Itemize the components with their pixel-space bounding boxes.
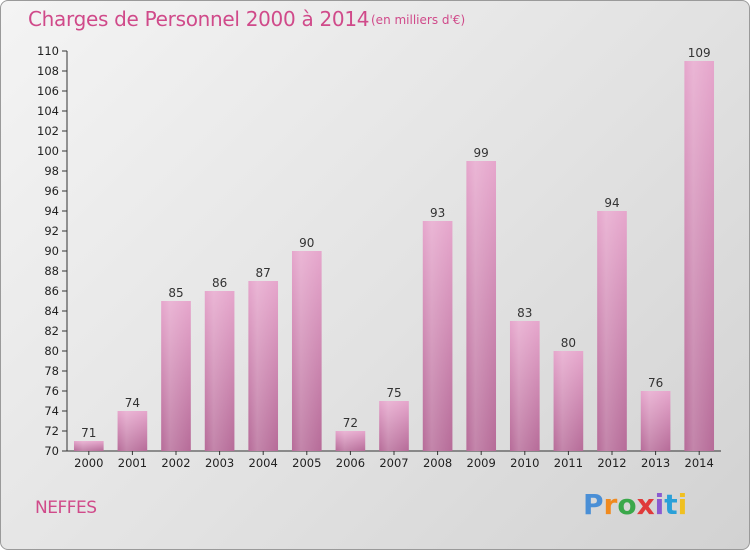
bar-shine	[509, 321, 540, 451]
logo-letter: i	[654, 488, 665, 521]
value-label: 99	[474, 146, 489, 160]
x-tick-label: 2001	[118, 456, 147, 470]
y-tick-label: 84	[44, 304, 59, 318]
value-label: 74	[125, 396, 140, 410]
y-tick-label: 76	[44, 384, 59, 398]
bar-shine	[553, 351, 584, 451]
axes: 70 72 74 76 78 80 82 84 86 88 90 92 94 96 98 100 102 104 1…	[37, 44, 721, 470]
y-tick-label: 108	[37, 64, 59, 78]
x-tick-label: 2000	[74, 456, 103, 470]
value-label: 71	[81, 426, 96, 440]
x-tick-label: 2014	[685, 456, 714, 470]
bar-shine	[248, 281, 279, 451]
bar-shine	[204, 291, 235, 451]
logo-letter: i	[677, 488, 688, 521]
logo-letter: t	[664, 488, 678, 521]
value-label: 80	[561, 336, 576, 350]
x-tick-label: 2011	[554, 456, 583, 470]
y-tick-label: 86	[44, 284, 59, 298]
bar-shine	[117, 411, 148, 451]
proxiti-logo[interactable]: Proxiti	[583, 488, 687, 521]
x-tick-label: 2003	[205, 456, 234, 470]
value-label: 86	[212, 276, 227, 290]
bar-shine	[597, 211, 627, 451]
value-label: 76	[648, 376, 663, 390]
value-label: 83	[517, 306, 532, 320]
y-tick-label: 70	[44, 444, 59, 458]
bar-shine	[291, 251, 322, 451]
y-tick-label: 104	[37, 104, 59, 118]
y-tick-label: 106	[37, 84, 59, 98]
value-label: 90	[299, 236, 314, 250]
value-label: 109	[688, 46, 711, 60]
bar-shine	[73, 441, 104, 451]
y-tick-label: 98	[44, 164, 59, 178]
bars	[73, 61, 715, 451]
y-tick-label: 80	[44, 344, 59, 358]
x-tick-label: 2009	[467, 456, 496, 470]
bar-shine	[640, 391, 671, 451]
x-tick-label: 2008	[423, 456, 452, 470]
y-tick-label: 90	[44, 244, 59, 258]
bar-shine	[466, 161, 497, 451]
value-label: 85	[168, 286, 183, 300]
y-tick-label: 96	[44, 184, 59, 198]
x-tick-label: 2004	[249, 456, 278, 470]
x-tick-label: 2002	[161, 456, 190, 470]
x-tick-label: 2012	[597, 456, 626, 470]
logo-letter: x	[636, 488, 655, 521]
x-tick-label: 2006	[336, 456, 365, 470]
bar-shine	[335, 431, 366, 451]
logo-letter: P	[583, 488, 604, 521]
value-label: 72	[343, 416, 358, 430]
logo-letter: o	[617, 488, 637, 521]
x-tick-label: 2010	[510, 456, 539, 470]
y-tick-label: 78	[44, 364, 59, 378]
value-label: 87	[256, 266, 271, 280]
chart-title: Charges de Personnel 2000 à 2014	[28, 7, 370, 31]
x-tick-label: 2007	[379, 456, 408, 470]
y-tick-label: 94	[44, 204, 59, 218]
value-labels: 71 74 85 86 87 90 72 75 93 99 83 80 94 76 109	[81, 46, 710, 440]
y-tick-label: 110	[37, 44, 59, 58]
commune-name: NEFFES	[35, 498, 97, 518]
y-tick-label: 102	[37, 124, 59, 138]
value-label: 94	[604, 196, 619, 210]
bar-shine	[422, 221, 453, 451]
y-tick-label: 92	[44, 224, 59, 238]
bar-shine	[379, 401, 409, 451]
y-tick-label: 82	[44, 324, 59, 338]
y-tick-label: 72	[44, 424, 59, 438]
value-label: 75	[386, 386, 401, 400]
value-label: 93	[430, 206, 445, 220]
bar-shine	[161, 301, 191, 451]
x-tick-label: 2005	[292, 456, 321, 470]
y-tick-label: 74	[44, 404, 59, 418]
bar-shine	[684, 61, 715, 451]
chart-subtitle: (en milliers d'€)	[371, 13, 466, 27]
x-tick-label: 2013	[641, 456, 670, 470]
logo-letter: r	[603, 488, 618, 521]
y-tick-label: 88	[44, 264, 59, 278]
y-tick-label: 100	[37, 144, 59, 158]
